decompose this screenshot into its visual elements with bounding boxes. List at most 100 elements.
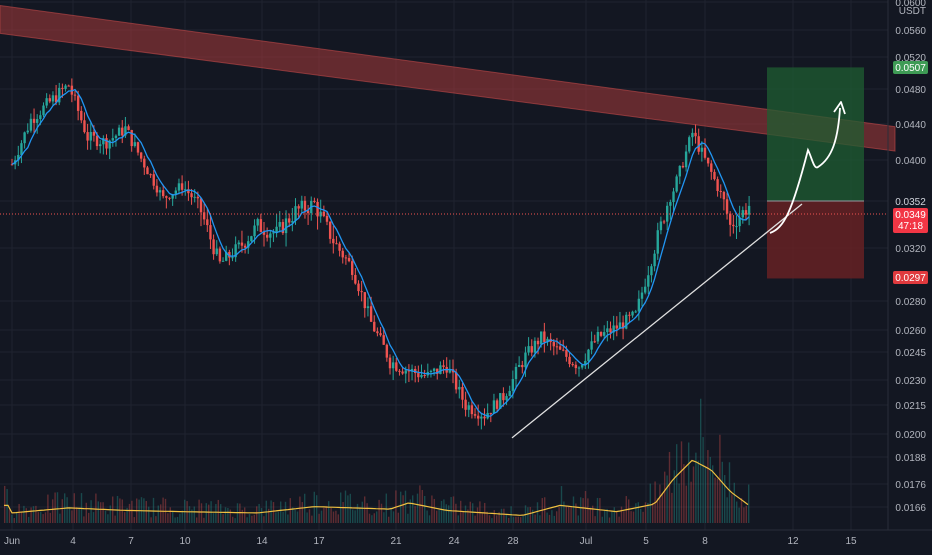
volume-bar	[608, 517, 611, 523]
candle	[357, 280, 360, 296]
volume-bar	[594, 516, 596, 523]
candle	[480, 413, 483, 430]
volume-bar	[328, 501, 330, 523]
volume-bar	[440, 500, 443, 523]
candle	[669, 199, 672, 220]
candle	[719, 184, 722, 199]
volume-bar	[52, 499, 54, 523]
candle	[502, 387, 505, 407]
volume-bar	[688, 442, 690, 523]
volume-bar	[728, 462, 731, 523]
volume-bar	[78, 507, 80, 523]
candle	[111, 128, 114, 147]
time-axis[interactable]: Jun 4 7 10 14 17 21 24 28 Jul 5 8 12 15	[4, 536, 857, 547]
volume-bar	[652, 502, 654, 523]
volume-bar	[743, 507, 745, 523]
candle	[338, 241, 341, 257]
candle	[215, 240, 218, 257]
candle	[316, 198, 319, 230]
volume-bar	[671, 492, 673, 523]
volume-bar	[61, 499, 63, 523]
candle	[530, 339, 533, 357]
stop-zone[interactable]	[767, 201, 864, 279]
volume-bar	[568, 506, 570, 523]
candle	[174, 187, 177, 199]
candle	[467, 401, 470, 418]
volume-bar	[565, 506, 567, 523]
volume-bar	[726, 497, 728, 523]
volume-bar	[546, 512, 548, 523]
volume-bar	[280, 501, 282, 523]
candle	[536, 337, 540, 355]
candle	[558, 340, 562, 351]
volume-bar	[239, 503, 241, 523]
candle	[265, 227, 269, 242]
volume-bar	[169, 507, 171, 523]
volume-bar	[472, 503, 474, 523]
volume-bar	[592, 505, 594, 523]
volume-bar	[721, 461, 723, 523]
candle	[190, 188, 193, 205]
volume-bar	[59, 513, 61, 523]
target-zone[interactable]	[767, 67, 864, 202]
volume-bar	[176, 516, 179, 523]
candle	[80, 106, 83, 124]
candle	[517, 356, 521, 368]
resistance-band-layer[interactable]	[0, 4, 896, 152]
volume-bar	[304, 493, 306, 523]
volume-bar	[172, 510, 174, 523]
candle	[341, 247, 344, 264]
volume-bar	[731, 494, 733, 523]
candle	[593, 334, 596, 343]
long-position-tool[interactable]	[767, 67, 864, 279]
candle	[281, 219, 285, 235]
volume-bar	[220, 504, 222, 523]
volume-bar	[424, 495, 426, 523]
volume-bar	[464, 505, 467, 523]
volume-bar	[299, 496, 301, 523]
price-tick-label: 0.0215	[895, 401, 926, 412]
support-trendline[interactable]	[511, 203, 803, 439]
candle	[618, 311, 622, 329]
projection-arrow[interactable]	[769, 107, 841, 234]
candle	[725, 192, 729, 220]
last-price-label: 0.0349 47:18	[893, 208, 928, 233]
candle	[499, 392, 502, 410]
drawings-layer[interactable]	[511, 101, 846, 439]
volume-bar	[714, 477, 716, 523]
time-tick-label: 17	[313, 536, 325, 547]
candle	[162, 184, 165, 199]
volume-bar	[316, 495, 318, 523]
grid-lines	[0, 0, 888, 530]
candle	[577, 366, 581, 377]
volume-bar	[527, 507, 529, 523]
volume-bar	[361, 501, 363, 523]
candle	[332, 225, 335, 254]
volume-bar	[517, 516, 519, 523]
candle	[675, 174, 678, 193]
candle	[659, 216, 663, 235]
volume-bar	[623, 511, 625, 523]
price-tick-label: 0.0245	[895, 348, 926, 359]
volume-bar	[133, 517, 135, 523]
volume-bar	[678, 483, 680, 523]
candle	[729, 211, 732, 237]
candle	[29, 113, 33, 133]
volume-bar	[200, 503, 203, 523]
volume-bar	[232, 516, 234, 523]
volume-bar	[556, 511, 558, 523]
volume-bar	[217, 499, 219, 523]
volume-bar	[229, 509, 231, 523]
resistance-band[interactable]	[0, 4, 896, 152]
candle	[83, 112, 86, 134]
candle	[410, 364, 414, 381]
volume-bar	[248, 514, 251, 523]
candle	[291, 207, 294, 232]
moving-average-layer	[11, 88, 750, 417]
candle	[187, 180, 190, 201]
volume-bar	[551, 510, 553, 523]
time-tick-label: 10	[179, 536, 191, 547]
volume-bar	[560, 486, 563, 523]
